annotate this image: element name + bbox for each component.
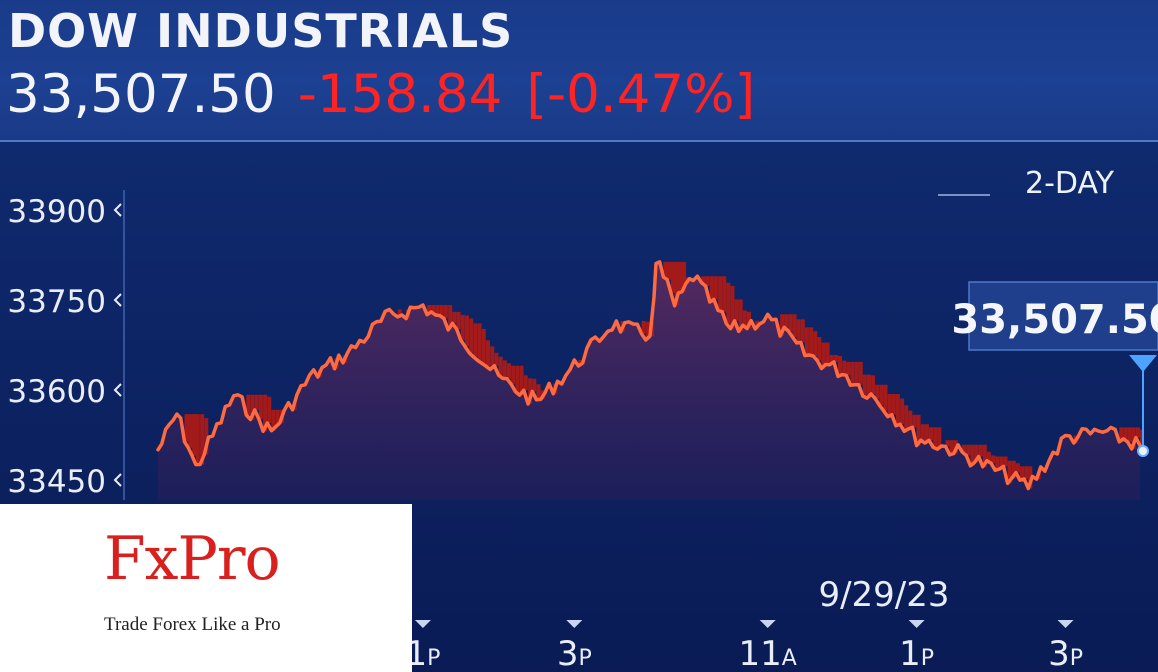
x-tick-marker [414, 620, 431, 628]
last-price: 33,507.50 [6, 64, 276, 125]
y-tick-mark [113, 293, 122, 307]
x-tick-marker [908, 620, 925, 628]
last-value-box [968, 281, 1158, 351]
y-axis-ticks: 33900 33750 33600 33450 [7, 194, 122, 500]
x-tick-marker [1057, 620, 1074, 628]
fxpro-tagline: Trade Forex Like a Pro [104, 614, 281, 635]
ticker-header: DOW INDUSTRIALS 33,507.50 -158.84 [-0.47%] [0, 0, 1158, 142]
x-tick-marker [566, 620, 583, 628]
y-tick-label: 33600 [7, 374, 106, 410]
fxpro-watermark [0, 504, 412, 672]
period-label: 2-DAY [1025, 166, 1115, 201]
last-value-dot [1137, 445, 1149, 457]
last-value-label: 33,507.50 [951, 297, 1158, 343]
price-line: 33,507.50 -158.84 [-0.47%] [6, 64, 755, 125]
x-tick-marker [759, 620, 776, 628]
x-tick-label: 11A [739, 634, 797, 672]
y-tick-mark [113, 473, 122, 487]
y-tick-label: 33900 [7, 194, 106, 230]
net-change: -158.84 [297, 64, 503, 125]
y-tick-label: 33450 [7, 464, 106, 500]
x-tick-label: 3P [1048, 634, 1083, 672]
index-title: DOW INDUSTRIALS [8, 4, 514, 58]
fxpro-logo: FxPro [104, 524, 281, 594]
x-tick-label: 1P [899, 634, 934, 672]
price-area [158, 261, 1140, 500]
last-value-pointer [1129, 355, 1157, 372]
percent-change: [-0.47%] [526, 64, 756, 125]
y-tick-mark [113, 383, 122, 397]
y-tick-mark [113, 203, 122, 217]
x-tick-label: 3P [557, 634, 592, 672]
y-tick-label: 33750 [7, 284, 106, 320]
date-label-day2: 9/29/23 [818, 575, 949, 615]
price-line-series [156, 260, 1142, 491]
